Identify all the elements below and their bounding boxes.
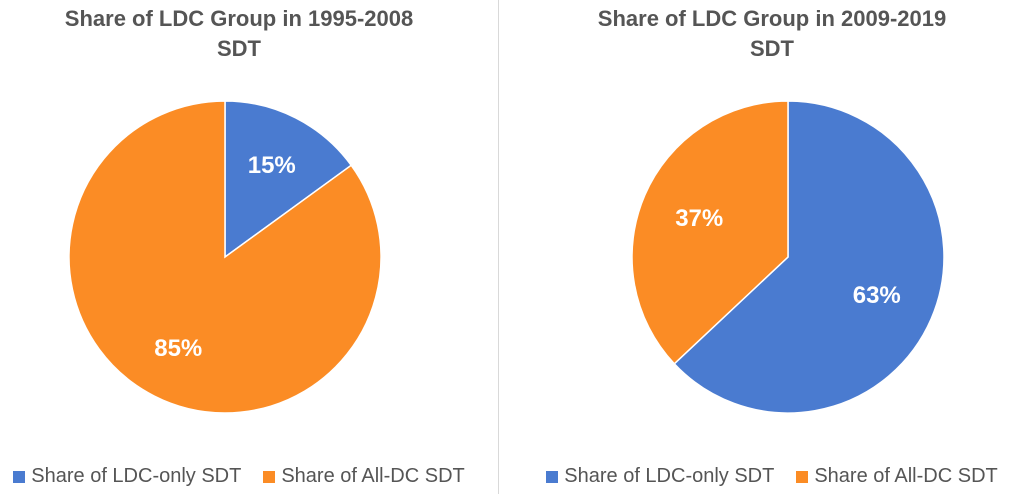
legend-item-all-dc: Share of All-DC SDT [263, 465, 465, 488]
pie-slice-all-dc [631, 100, 789, 365]
legend-label-ldc-only: Share of LDC-only SDT [31, 465, 242, 487]
chart-title-line-1: Share of LDC Group in 2009-2019 [597, 6, 947, 31]
chart-title: Share of LDC Group in 2009-2019 SDT [520, 4, 1024, 64]
chart-panel-1995-2008: Share of LDC Group in 1995-2008 SDT 15% 8… [0, 0, 478, 494]
chart-panel-2009-2019: Share of LDC Group in 2009-2019 SDT 63% 3… [520, 0, 1024, 494]
legend-swatch-ldc-only [13, 470, 26, 483]
pie-slice-all-dc [68, 100, 382, 414]
legend-label-ldc-only: Share of LDC-only SDT [564, 465, 775, 487]
pie-slice-ldc-only [673, 100, 945, 414]
legend-label-all-dc: Share of All-DC SDT [281, 465, 465, 487]
legend-item-ldc-only: Share of LDC-only SDT [546, 465, 774, 488]
pie-label-all-dc: 37% [675, 205, 723, 232]
legend-swatch-all-dc [263, 470, 276, 483]
chart-title-line-2: SDT [750, 36, 794, 61]
pie-label-all-dc: 85% [154, 335, 202, 362]
chart-title-line-2: SDT [217, 36, 261, 61]
panel-divider [498, 0, 499, 494]
pie-label-ldc-only: 15% [248, 152, 296, 179]
legend-swatch-all-dc [796, 470, 809, 483]
chart-title-line-1: Share of LDC Group in 1995-2008 [64, 6, 414, 31]
legend-swatch-ldc-only [546, 470, 559, 483]
pie-chart: 15% 85% [68, 100, 382, 414]
legend-item-ldc-only: Share of LDC-only SDT [13, 465, 241, 488]
legend-item-all-dc: Share of All-DC SDT [796, 465, 998, 488]
pie-slice-ldc-only [224, 100, 353, 259]
legend-label-all-dc: Share of All-DC SDT [814, 465, 998, 487]
legend: Share of LDC-only SDT Share of All-DC SD… [0, 465, 478, 488]
pie-label-ldc-only: 63% [853, 282, 901, 309]
legend: Share of LDC-only SDT Share of All-DC SD… [520, 465, 1024, 488]
pie-chart: 63% 37% [631, 100, 945, 414]
chart-title: Share of LDC Group in 1995-2008 SDT [0, 4, 478, 64]
